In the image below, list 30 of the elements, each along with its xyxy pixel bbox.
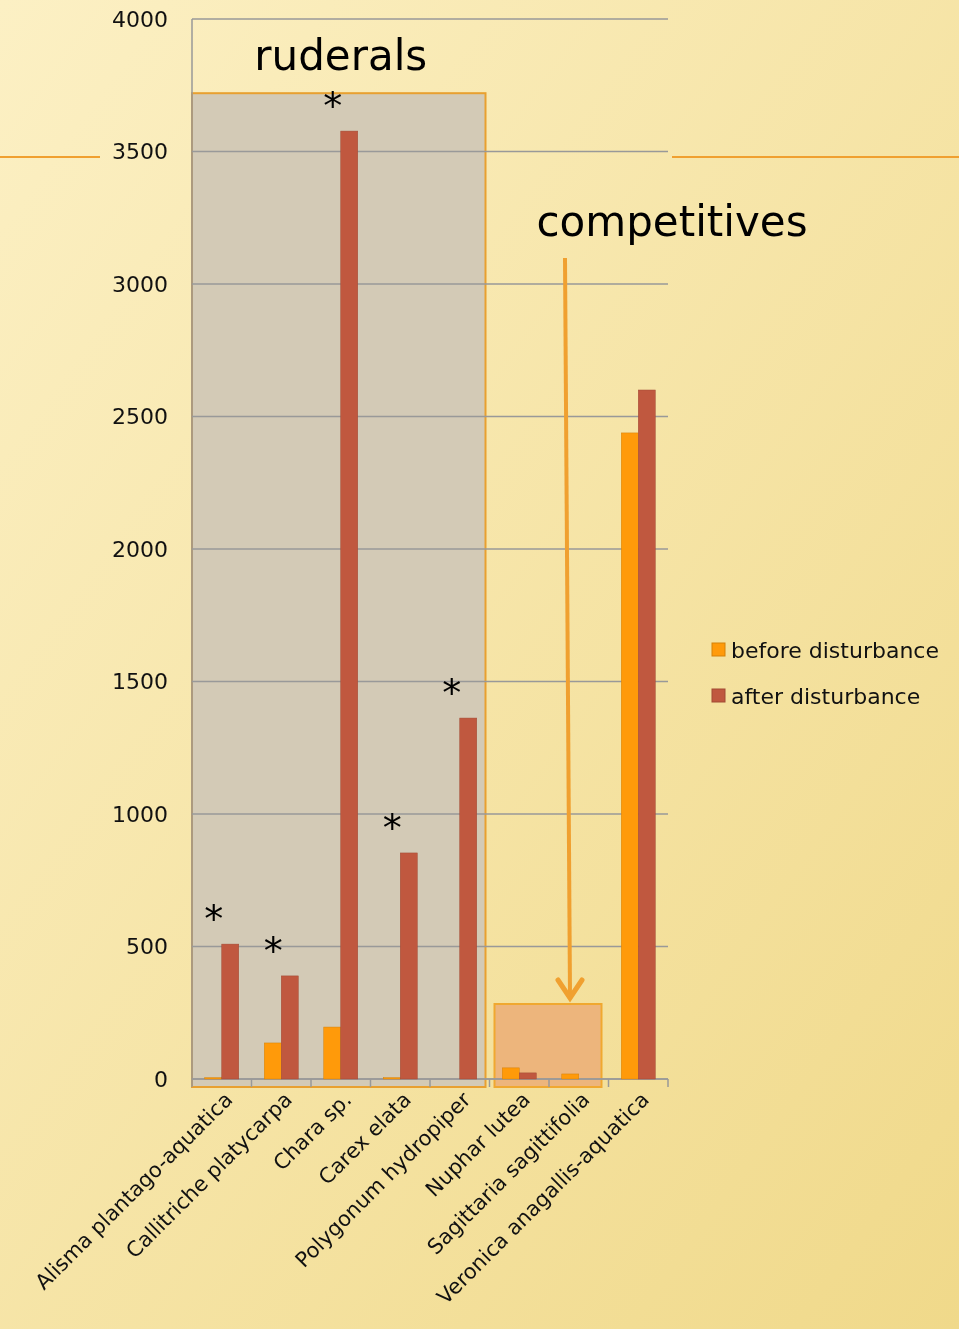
- bar: [221, 943, 239, 1080]
- bar: [502, 1067, 520, 1080]
- bar: [340, 130, 358, 1080]
- bar: [264, 1042, 282, 1080]
- y-tick-label: 2500: [112, 404, 168, 430]
- y-tick-label: 0: [154, 1066, 168, 1092]
- bar: [638, 389, 656, 1080]
- legend-label: after disturbance: [731, 683, 921, 709]
- y-tick-label: 3500: [112, 139, 168, 165]
- legend-label: before disturbance: [731, 637, 939, 663]
- annotation: *: [263, 928, 283, 973]
- y-tick-label: 4000: [112, 6, 168, 32]
- bar: [323, 1026, 341, 1080]
- bar: [459, 717, 477, 1080]
- y-tick-label: 1500: [112, 669, 168, 695]
- bar: [281, 975, 299, 1080]
- bar: [621, 432, 639, 1080]
- annotation: *: [323, 84, 343, 129]
- y-tick-label: 3000: [112, 271, 168, 297]
- y-tick-label: 2000: [112, 536, 168, 562]
- annotation: ruderals: [254, 31, 428, 80]
- y-tick-label: 500: [126, 934, 168, 960]
- annotation: *: [204, 897, 224, 942]
- annotation: *: [442, 671, 462, 716]
- bar: [561, 1073, 579, 1080]
- bar: [400, 852, 418, 1080]
- annotation: competitives: [536, 197, 808, 246]
- y-tick-label: 1000: [112, 801, 168, 827]
- bar: [519, 1072, 537, 1080]
- annotation: *: [382, 805, 402, 850]
